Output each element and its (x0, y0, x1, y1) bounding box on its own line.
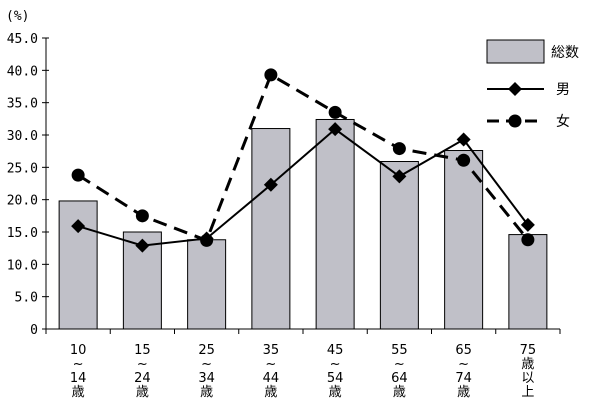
series-line-women (77, 72, 530, 243)
x-category-label: ~ (458, 357, 469, 372)
y-unit-label: (%) (6, 9, 29, 24)
x-category-label: 25 (198, 343, 215, 358)
x-category-label: ~ (394, 357, 405, 372)
x-category-label: ~ (330, 357, 341, 372)
point-men (520, 217, 535, 232)
y-ticks: 0 5.0 10.0 15.0 20.0 25.0 30.0 35.0 40.0 45.0 (7, 32, 49, 338)
point-men (71, 219, 86, 234)
legend-marker-men (508, 82, 522, 96)
y-tick-label: 0 (30, 323, 38, 338)
point-men (456, 132, 471, 147)
legend-label-total: 総数 (551, 45, 579, 61)
bar (315, 118, 355, 330)
x-category-label: 以 (521, 371, 534, 386)
point-men (135, 238, 150, 253)
series-markers (71, 68, 535, 253)
bars (58, 118, 548, 330)
legend-label-women: 女 (556, 113, 570, 130)
x-category-label: 歳 (72, 385, 85, 400)
x-category-label: 24 (134, 371, 151, 386)
bar (251, 128, 291, 330)
x-category-label: ~ (73, 357, 84, 372)
x-category-label: ~ (201, 357, 212, 372)
series-lines (77, 72, 530, 247)
x-category-label: 45 (327, 343, 344, 358)
x-category-label: 64 (391, 371, 408, 386)
x-category-label: 上 (521, 385, 534, 400)
series-line-men (77, 127, 529, 247)
point-men (392, 169, 407, 184)
x-category-label: 35 (263, 343, 280, 358)
x-category-label: ~ (265, 357, 276, 372)
point-women (457, 153, 471, 167)
point-women (264, 68, 278, 82)
x-category-label: 歳 (136, 385, 149, 400)
point-women (200, 233, 214, 247)
x-category-label: 10 (70, 343, 87, 358)
x-category-label: 75 (520, 343, 537, 358)
x-category-label: 44 (263, 371, 280, 386)
x-category-label: 55 (391, 343, 408, 358)
x-category-label: 歳 (264, 385, 277, 400)
point-women (135, 209, 149, 223)
x-category-label: 54 (327, 371, 344, 386)
x-category-label: 74 (455, 371, 472, 386)
x-category-label: ~ (137, 357, 148, 372)
bar (508, 234, 548, 330)
point-women (328, 105, 342, 119)
x-category-label: 歳 (329, 385, 342, 400)
x-category-label: 歳 (393, 385, 406, 400)
legend-label-men: 男 (556, 82, 570, 98)
point-men (328, 122, 343, 137)
bar (444, 150, 484, 330)
bar (379, 161, 419, 330)
x-category-label: 歳 (457, 385, 470, 400)
y-tick-label: 10.0 (7, 258, 38, 273)
y-tick-label: 35.0 (7, 97, 38, 112)
bar (187, 239, 227, 330)
legend-marker-women (508, 114, 522, 128)
y-tick-label: 45.0 (7, 32, 38, 47)
x-categories: 10~14歳15~24歳25~34歳35~44歳45~54歳55~64歳65~7… (70, 343, 536, 400)
y-tick-label: 30.0 (7, 129, 38, 144)
y-tick-label: 15.0 (7, 226, 38, 241)
legend-swatch-total (486, 39, 545, 64)
x-category-label: 15 (134, 343, 151, 358)
x-category-label: 歳 (521, 357, 534, 372)
y-tick-label: 20.0 (7, 194, 38, 209)
y-tick-label: 5.0 (15, 291, 38, 306)
x-category-label: 14 (70, 371, 87, 386)
y-tick-label: 40.0 (7, 64, 38, 79)
point-women (392, 142, 406, 156)
bar (58, 200, 98, 330)
x-category-label: 65 (455, 343, 472, 358)
point-women (521, 233, 535, 247)
x-category-label: 歳 (200, 385, 213, 400)
x-category-label: 34 (198, 371, 215, 386)
point-women (71, 168, 85, 182)
y-tick-label: 25.0 (7, 161, 38, 176)
point-men (263, 177, 278, 192)
